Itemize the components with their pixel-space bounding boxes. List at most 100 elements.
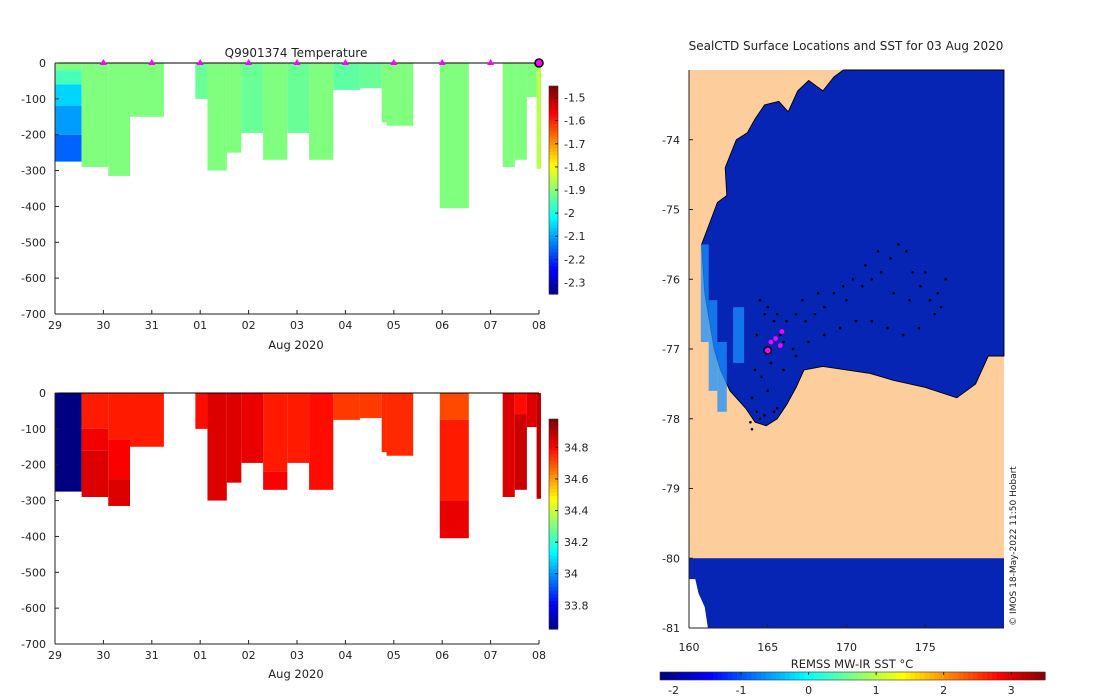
track-point [911,270,914,274]
colorbar-band [549,127,558,132]
track-point [908,298,911,302]
colorbar-tick-label: -2 [564,207,575,220]
nearshore-sst-band [708,300,718,391]
profile-cell [526,393,537,428]
profile-marker [341,59,349,65]
y-tick-label: -500 [21,566,46,579]
sst-colorbar-band [1025,672,1032,680]
colorbar-band [549,283,558,288]
y-tick-label: -600 [21,272,46,285]
sst-colorbar-band [679,672,685,680]
sst-colorbar-band [818,672,825,680]
colorbar-band [549,266,558,271]
sst-colorbar-band [789,672,796,680]
colorbar-band [549,552,558,557]
profile-cell [514,63,527,160]
recent-track-point [777,343,783,348]
southern-water-band [689,558,1004,628]
recent-track-point [773,336,779,341]
x-tick-label: 30 [96,649,110,662]
colorbar-band [549,548,558,553]
sst-colorbar-band [708,672,714,680]
sst-colorbar-band [992,672,998,680]
colorbar-band [549,158,558,163]
colorbar-band [549,99,558,104]
profile-cell [502,63,515,167]
sst-colorbar-band [1040,672,1046,680]
colorbar-band [549,464,558,469]
y-tick-label: -300 [21,165,46,178]
profile-cell [207,63,227,171]
x-tick-label: 02 [242,319,256,332]
profile-cell [386,393,414,456]
colorbar-band [549,210,558,215]
sst-colorbar-band [727,672,733,680]
track-point [750,427,754,431]
track-point [897,243,900,246]
sst-colorbar-band [934,672,940,680]
track-point [755,410,759,414]
sst-colorbar-band [814,672,820,680]
lon-tick-label: 170 [836,641,857,654]
sst-colorbar-band [943,672,950,680]
x-tick-label: 06 [435,649,449,662]
track-point [816,291,820,295]
profile-marker [99,59,107,65]
track-point [766,389,770,393]
colorbar-band [549,569,558,574]
sst-colorbar-band [910,672,916,680]
colorbar-band [549,172,558,177]
profile-cell [108,479,131,506]
sst-colorbar-band [660,672,666,680]
profile-cell [241,63,264,133]
sst-colorbar-band [871,672,878,680]
colorbar-tick-label: 34 [564,568,578,581]
colorbar-tick-label: -2.3 [564,276,585,289]
colorbar-band [549,217,558,222]
sst-colorbar-tick-label: 2 [940,684,947,697]
track-point [928,298,932,302]
sst-colorbar-band [770,672,777,680]
colorbar-band [549,590,558,595]
track-point [785,319,788,323]
y-tick-label: -400 [21,530,46,543]
colorbar-band [549,110,558,115]
colorbar-band [549,576,558,581]
colorbar-band [549,190,558,195]
colorbar-band [549,228,558,233]
track-point [766,305,770,309]
colorbar-band [549,86,558,91]
track-point [791,347,795,351]
sst-colorbar-band [852,672,858,680]
sst-colorbar-band [703,672,709,680]
sst-colorbar-band [804,672,810,680]
profile-cell [502,393,515,497]
profile-cell [333,393,360,420]
colorbar-band [549,538,558,543]
colorbar-band [549,165,558,170]
colorbar-band [549,148,558,153]
profile-cell [108,393,131,440]
track-point [944,277,948,281]
colorbar-band [549,231,558,236]
sst-colorbar-band [761,672,767,680]
sst-colorbar-tick-label: 0 [805,684,812,697]
colorbar-tick-label: -1.6 [564,115,585,128]
track-point [842,284,845,288]
x-tick-label: 30 [96,319,110,332]
track-point [879,270,883,274]
track-point [801,298,804,302]
profile-cell [195,393,208,429]
colorbar-band [549,144,558,149]
profile-marker [487,59,495,65]
colorbar-band [549,120,558,125]
profile-cell [81,428,109,451]
sst-colorbar-band [1006,672,1012,680]
profile-cell [207,393,227,501]
sst-colorbar-band [799,672,805,680]
sst-colorbar-band [780,672,786,680]
y-tick-label: -300 [21,495,46,508]
colorbar-band [549,290,558,295]
profile-cell [309,393,334,490]
